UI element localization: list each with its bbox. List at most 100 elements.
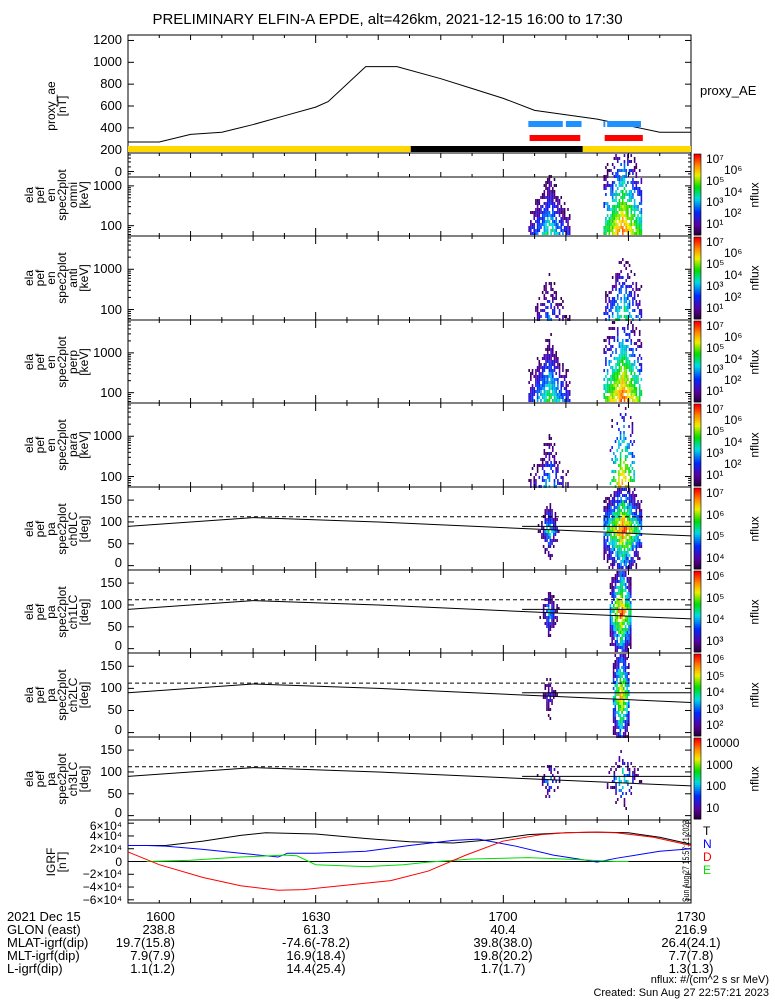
flux-pixel: [563, 375, 566, 378]
flux-pixel: [548, 273, 551, 276]
flux-pixel: [613, 181, 616, 184]
flux-pixel: [555, 470, 557, 473]
flux-pixel: [563, 399, 566, 402]
flux-pixel: [543, 449, 546, 452]
flux-pixel: [530, 378, 532, 381]
colorbar-cell: [694, 391, 701, 395]
flux-pixel: [632, 351, 634, 354]
colorbar-cell: [694, 742, 701, 745]
flux-pixel: [618, 554, 621, 557]
colorbar-cell: [694, 552, 701, 556]
flux-pixel: [613, 512, 616, 515]
flux-pixel: [550, 357, 552, 360]
flux-pixel: [620, 524, 622, 527]
flux-pixel: [628, 717, 630, 720]
flux-pixel: [610, 327, 612, 330]
flux-pixel: [629, 637, 632, 640]
loss-cone-line: [127, 683, 692, 704]
flux-pixel: [628, 217, 631, 220]
colorbar-cell: [694, 263, 701, 267]
flux-pixel: [640, 780, 643, 783]
flux-pixel: [554, 622, 557, 625]
flux-pixel: [623, 545, 626, 548]
flux-pixel: [623, 801, 626, 804]
flux-pixel: [603, 232, 606, 235]
flux-pixel: [540, 363, 542, 366]
flux-pixel: [611, 187, 614, 190]
flux-pixel: [633, 214, 636, 217]
flux-pixel: [618, 548, 621, 551]
flux-pixel: [543, 309, 546, 312]
flux-pixel: [626, 577, 629, 580]
flux-pixel: [619, 705, 622, 708]
flux-pixel: [640, 220, 643, 223]
flux-pixel: [628, 711, 630, 714]
flux-pixel: [563, 315, 566, 318]
flux-pixel: [627, 399, 629, 402]
flux-pixel: [613, 518, 616, 521]
colorbar-cell: [694, 808, 701, 812]
flux-pixel: [552, 354, 554, 357]
flux-pixel: [618, 500, 621, 503]
flux-pixel: [528, 226, 530, 229]
flux-pixel: [558, 309, 561, 312]
colorbar-cell: [694, 292, 701, 295]
flux-pixel: [619, 678, 622, 681]
flux-pixel: [622, 175, 624, 178]
flux-pixel: [621, 634, 624, 637]
colorbar-cell: [694, 196, 701, 200]
flux-pixel: [548, 202, 551, 205]
flux-pixel: [623, 521, 626, 524]
y-tick-label: −2×10⁴: [82, 867, 122, 882]
flux-pixel: [632, 536, 634, 539]
flux-pixel: [618, 539, 621, 542]
flux-pixel: [605, 506, 607, 509]
colorbar-cell: [694, 308, 701, 312]
flux-pixel: [543, 220, 546, 223]
flux-pixel: [637, 527, 639, 530]
flux-pixel: [540, 309, 542, 312]
flux-pixel: [618, 273, 621, 276]
flux-pixel: [552, 622, 555, 625]
flux-pixel: [611, 589, 613, 592]
colorbar-tick-label: 10⁵: [706, 173, 725, 188]
flux-pixel: [613, 375, 616, 378]
flux-pixel: [546, 205, 549, 208]
flux-pixel: [608, 557, 611, 560]
y-tick-label: 150: [100, 742, 122, 758]
flux-pixel: [608, 208, 611, 211]
flux-pixel: [605, 512, 607, 515]
flux-pixel: [628, 604, 630, 607]
flux-pixel: [606, 378, 609, 381]
flux-pixel: [628, 494, 631, 497]
colorbar-cell: [694, 471, 701, 475]
flux-pixel: [560, 303, 563, 306]
flux-pixel: [546, 780, 549, 783]
colorbar-cell: [694, 717, 701, 721]
flux-pixel: [528, 396, 530, 399]
flux-pixel: [640, 512, 643, 515]
flux-pixel: [623, 646, 625, 649]
flux-pixel: [606, 172, 609, 175]
flux-pixel: [624, 684, 627, 687]
flux-pixel: [638, 399, 641, 402]
flux-pixel: [603, 536, 606, 539]
flux-pixel: [614, 622, 617, 625]
flux-pixel: [616, 303, 619, 306]
flux-pixel: [545, 452, 547, 455]
flux-pixel: [550, 375, 552, 378]
status-bar-black: [410, 146, 583, 152]
flux-pixel: [540, 399, 542, 402]
flux-pixel: [628, 264, 631, 267]
flux-pixel: [623, 649, 625, 652]
colorbar-cell: [694, 514, 701, 517]
colorbar-tick-label: 10³: [706, 195, 724, 210]
colorbar-cell: [694, 453, 701, 456]
flux-pixel: [536, 202, 539, 205]
flux-pixel: [610, 387, 612, 390]
flux-pixel: [616, 312, 619, 315]
colorbar-cell: [694, 162, 701, 165]
colorbar-tick-label: 1000: [706, 757, 733, 772]
flux-pixel: [563, 208, 566, 211]
flux-pixel: [624, 649, 627, 652]
